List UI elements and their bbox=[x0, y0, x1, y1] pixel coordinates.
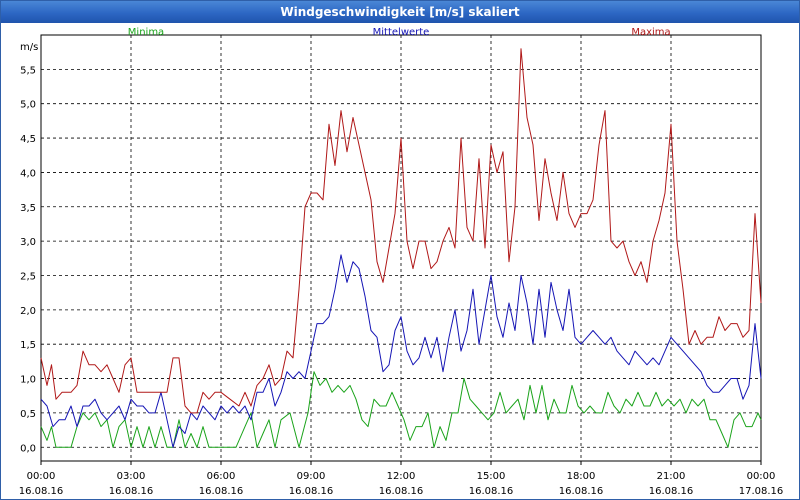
x-tick-time: 03:00 bbox=[117, 471, 146, 482]
x-axis-ticks: 00:00 16.08.16 03:00 16.08.16 06:00 16.08.16 0… bbox=[19, 461, 784, 497]
x-tick-time: 18:00 bbox=[567, 471, 596, 482]
x-tick-date: 16.08.16 bbox=[379, 486, 424, 497]
legend-maxima: Maxima bbox=[631, 27, 670, 38]
series-line-maxima bbox=[40, 48, 762, 414]
y-tick-label: 4,0 bbox=[20, 168, 36, 179]
grid bbox=[41, 35, 761, 461]
x-tick-time: 00:00 bbox=[747, 471, 776, 482]
legend-minima: Minima bbox=[128, 27, 164, 38]
x-tick-time: 12:00 bbox=[387, 471, 416, 482]
y-tick-label: 3,0 bbox=[20, 237, 36, 248]
y-tick-label: 4,5 bbox=[20, 134, 36, 145]
y-tick-label: 2,5 bbox=[20, 271, 36, 282]
window-title: Windgeschwindigkeit [m/s] skaliert bbox=[1, 1, 799, 23]
x-tick-time: 09:00 bbox=[297, 471, 326, 482]
y-axis-ticks: 0,0 0,5 1,0 1,5 2,0 2,5 3,0 3,5 4,0 4,5 5,0 5,5 bbox=[20, 65, 36, 454]
x-tick-date: 16.08.16 bbox=[19, 486, 64, 497]
x-tick-time: 21:00 bbox=[657, 471, 686, 482]
series-line-minima bbox=[40, 371, 762, 448]
x-tick-date: 17.08.16 bbox=[739, 486, 784, 497]
x-tick-time: 15:00 bbox=[477, 471, 506, 482]
x-tick-date: 16.08.16 bbox=[199, 486, 244, 497]
x-tick-date: 16.08.16 bbox=[289, 486, 334, 497]
legend-mittelwerte: Mittelwerte bbox=[373, 27, 430, 38]
y-axis-label: m/s bbox=[20, 42, 38, 53]
y-tick-label: 0,0 bbox=[20, 443, 36, 454]
x-tick-date: 16.08.16 bbox=[469, 486, 514, 497]
y-tick-label: 3,5 bbox=[20, 203, 36, 214]
y-tick-label: 5,5 bbox=[20, 65, 36, 76]
x-tick-date: 16.08.16 bbox=[559, 486, 604, 497]
x-tick-time: 06:00 bbox=[207, 471, 236, 482]
x-tick-date: 16.08.16 bbox=[109, 486, 154, 497]
data-lines bbox=[40, 48, 762, 448]
y-tick-label: 1,5 bbox=[20, 340, 36, 351]
legend: Minima Mittelwerte Maxima bbox=[128, 27, 671, 38]
x-tick-date: 16.08.16 bbox=[649, 486, 694, 497]
y-tick-label: 0,5 bbox=[20, 409, 36, 420]
x-tick-time: 00:00 bbox=[27, 471, 56, 482]
y-tick-label: 2,0 bbox=[20, 306, 36, 317]
y-tick-label: 1,0 bbox=[20, 375, 36, 386]
y-tick-label: 5,0 bbox=[20, 100, 36, 111]
